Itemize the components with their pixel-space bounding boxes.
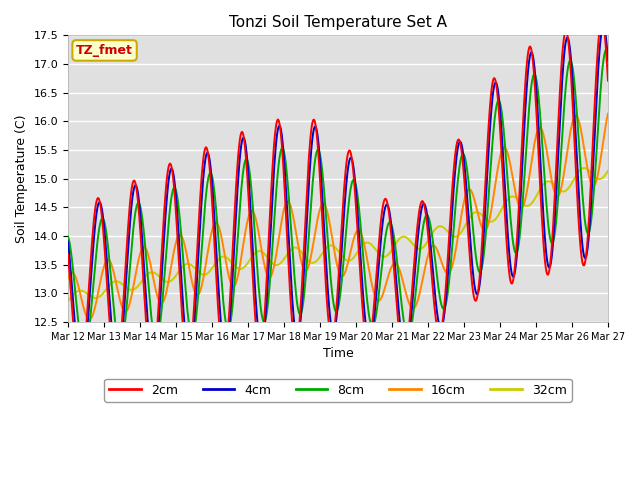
32cm <box>330 243 337 249</box>
2cm <box>436 330 444 336</box>
Legend: 2cm, 4cm, 8cm, 16cm, 32cm: 2cm, 4cm, 8cm, 16cm, 32cm <box>104 379 572 402</box>
Line: 32cm: 32cm <box>68 168 608 301</box>
32cm <box>580 165 588 171</box>
2cm <box>184 359 191 365</box>
8cm <box>604 50 612 56</box>
16cm <box>383 278 390 284</box>
4cm <box>77 365 85 371</box>
8cm <box>184 306 191 312</box>
8cm <box>64 234 72 240</box>
16cm <box>207 234 214 240</box>
8cm <box>436 295 444 301</box>
4cm <box>330 328 338 334</box>
2cm <box>330 326 338 332</box>
32cm <box>435 224 443 229</box>
8cm <box>81 348 88 354</box>
8cm <box>556 180 563 185</box>
8cm <box>207 170 214 176</box>
4cm <box>604 58 612 64</box>
Text: TZ_fmet: TZ_fmet <box>76 44 133 57</box>
2cm <box>598 17 606 23</box>
4cm <box>600 24 607 29</box>
Line: 4cm: 4cm <box>68 26 608 368</box>
16cm <box>330 248 338 253</box>
Line: 2cm: 2cm <box>68 20 608 373</box>
32cm <box>64 298 72 304</box>
16cm <box>556 192 563 197</box>
2cm <box>64 252 72 258</box>
Line: 8cm: 8cm <box>68 50 608 351</box>
4cm <box>383 202 390 207</box>
Title: Tonzi Soil Temperature Set A: Tonzi Soil Temperature Set A <box>229 15 447 30</box>
2cm <box>76 370 84 376</box>
16cm <box>184 254 191 260</box>
X-axis label: Time: Time <box>323 347 353 360</box>
16cm <box>604 111 612 117</box>
2cm <box>383 198 390 204</box>
4cm <box>556 132 563 137</box>
16cm <box>64 276 72 281</box>
2cm <box>556 102 563 108</box>
32cm <box>182 261 190 267</box>
Y-axis label: Soil Temperature (C): Soil Temperature (C) <box>15 114 28 243</box>
2cm <box>604 78 612 84</box>
4cm <box>64 239 72 244</box>
32cm <box>382 253 390 259</box>
4cm <box>184 348 191 353</box>
16cm <box>436 254 444 260</box>
8cm <box>603 47 611 53</box>
Line: 16cm: 16cm <box>68 114 608 320</box>
4cm <box>436 324 444 330</box>
32cm <box>206 268 214 274</box>
8cm <box>383 227 390 232</box>
32cm <box>555 186 563 192</box>
8cm <box>330 304 338 310</box>
2cm <box>207 175 214 181</box>
32cm <box>604 168 612 174</box>
4cm <box>207 164 214 169</box>
16cm <box>85 317 93 323</box>
